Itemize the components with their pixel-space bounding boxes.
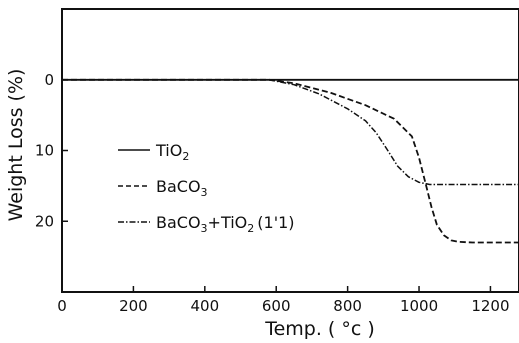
legend-label-tio2-main: TiO	[155, 141, 182, 160]
series-line-mixture	[62, 79, 519, 186]
legend-label-mixture-part-3: +TiO	[208, 213, 248, 232]
x-tick-label: 1200	[471, 297, 509, 315]
legend-label-mixture-part-4: 2	[247, 222, 254, 235]
y-tick-label: 0	[44, 71, 54, 89]
x-tick-label: 600	[262, 297, 291, 315]
x-tick-label: 800	[333, 297, 362, 315]
legend-label-baco3-sub: 3	[201, 186, 208, 199]
legend: TiO2 BaCO3 BaCO3+TiO2 (1'1)	[118, 141, 295, 235]
x-tick-label: 1000	[400, 297, 438, 315]
legend-label-baco3-main: BaCO	[156, 177, 201, 196]
legend-label-mixture: BaCO3+TiO2 (1'1)	[156, 213, 295, 235]
legend-label-mixture-part-1: BaCO	[156, 213, 201, 232]
legend-label-tio2-sub: 2	[182, 150, 189, 163]
x-tick-label: 0	[57, 297, 67, 315]
legend-label-tio2: TiO2	[155, 141, 189, 163]
y-tick-label: 10	[35, 142, 54, 160]
y-axis-title: Weight Loss (%)	[5, 69, 27, 222]
x-axis-title: Temp. ( °c )	[264, 318, 375, 340]
legend-label-mixture-part-2: 3	[201, 222, 208, 235]
legend-label-mixture-part-5: (1'1)	[257, 213, 294, 232]
x-tick-label: 200	[119, 297, 148, 315]
series-line-baco3	[62, 78, 519, 244]
labels-layer: 0 200 400 600 800 1000 1200 0 10 20	[35, 71, 510, 315]
series-layer	[62, 78, 519, 244]
x-tick-label: 400	[190, 297, 219, 315]
legend-label-baco3: BaCO3	[156, 177, 208, 199]
plot-frame	[61, 8, 519, 293]
y-tick-label: 20	[35, 212, 54, 230]
